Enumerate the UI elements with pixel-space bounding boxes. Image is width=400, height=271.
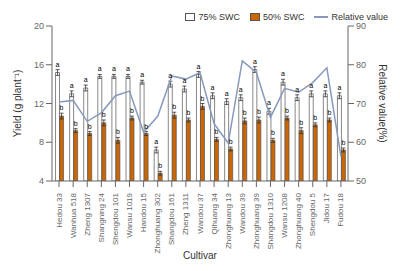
svg-text:a: a	[112, 65, 116, 72]
svg-text:a: a	[182, 77, 186, 84]
svg-text:12: 12	[34, 99, 44, 109]
svg-text:Shengdou 101: Shengdou 101	[111, 192, 120, 245]
svg-text:a: a	[295, 86, 299, 93]
svg-text:a: a	[197, 63, 201, 70]
html-text:75% SWC: 75% SWC	[198, 12, 240, 22]
svg-text:a: a	[211, 84, 215, 91]
svg-text:Handou 15: Handou 15	[139, 192, 148, 232]
svg-text:b: b	[243, 109, 247, 116]
svg-text:Relative value(%): Relative value(%)	[377, 64, 388, 142]
svg-text:Shangning 24: Shangning 24	[97, 192, 106, 242]
svg-text:8: 8	[39, 137, 44, 147]
svg-text:a: a	[84, 76, 88, 83]
svg-text:a: a	[281, 70, 285, 77]
svg-text:b: b	[285, 107, 289, 114]
svg-text:a: a	[70, 82, 74, 89]
svg-text:60: 60	[356, 137, 366, 147]
svg-text:b: b	[299, 119, 303, 126]
svg-text:Zhonghuang 39: Zhonghuang 39	[252, 192, 261, 249]
svg-text:Qihuang 34: Qihuang 34	[210, 192, 219, 234]
svg-text:b: b	[313, 114, 317, 121]
svg-text:b: b	[116, 128, 120, 135]
svg-text:b: b	[201, 95, 205, 102]
svg-text:a: a	[140, 71, 144, 78]
svg-text:Zhonghuang 13: Zhonghuang 13	[224, 192, 233, 249]
svg-text:a: a	[239, 86, 243, 93]
svg-text:Zheng 1311: Zheng 1311	[181, 192, 190, 235]
svg-text:b: b	[341, 139, 345, 146]
svg-text:b: b	[186, 109, 190, 116]
html-text:50% SWC: 50% SWC	[263, 12, 305, 22]
svg-text:Shengdou 5: Shengdou 5	[308, 192, 317, 236]
svg-text:20: 20	[34, 21, 44, 31]
svg-text:80: 80	[356, 60, 366, 70]
svg-text:Wandou 39: Wandou 39	[238, 192, 247, 233]
svg-text:a: a	[225, 90, 229, 97]
svg-text:a: a	[168, 72, 172, 79]
svg-text:a: a	[267, 99, 271, 106]
svg-text:Zheng 1307: Zheng 1307	[83, 192, 92, 235]
svg-text:b: b	[327, 109, 331, 116]
svg-text:a: a	[337, 84, 341, 91]
svg-text:b: b	[130, 107, 134, 114]
svg-text:16: 16	[34, 60, 44, 70]
svg-text:b: b	[158, 162, 162, 169]
svg-text:Shangdou 1310: Shangdou 1310	[266, 192, 275, 249]
svg-text:Zhonghuang 302: Zhonghuang 302	[153, 192, 162, 253]
svg-text:a: a	[154, 138, 158, 145]
svg-text:b: b	[172, 103, 176, 110]
svg-text:a: a	[56, 61, 60, 68]
svg-text:a: a	[309, 82, 313, 89]
svg-text:4: 4	[39, 176, 44, 186]
svg-text:Wandou 37: Wandou 37	[196, 192, 205, 233]
svg-text:90: 90	[356, 21, 366, 31]
html-text:Relative value: Relative value	[331, 12, 388, 22]
svg-text:a: a	[323, 82, 327, 89]
svg-text:70: 70	[356, 99, 366, 109]
svg-text:Cultivar: Cultivar	[183, 250, 218, 261]
svg-text:b: b	[102, 111, 106, 118]
svg-text:Wanhua 518: Wanhua 518	[69, 192, 78, 238]
svg-text:Wansu 1208: Wansu 1208	[280, 192, 289, 237]
svg-text:Fudou 18: Fudou 18	[336, 192, 345, 226]
svg-text:b: b	[271, 129, 275, 136]
svg-text:a: a	[126, 65, 130, 72]
svg-text:Zhonghuang 40: Zhonghuang 40	[294, 192, 303, 249]
svg-text:50: 50	[356, 176, 366, 186]
svg-text:b: b	[60, 104, 64, 111]
svg-text:a: a	[253, 58, 257, 65]
svg-text:b: b	[144, 123, 148, 130]
svg-text:Wansu 1019: Wansu 1019	[125, 192, 134, 237]
svg-text:a: a	[98, 65, 102, 72]
svg-text:Jidou 17: Jidou 17	[322, 192, 331, 223]
svg-text:Shangdou 161: Shangdou 161	[167, 192, 176, 245]
svg-text:Yield (g plant⁻¹): Yield (g plant⁻¹)	[12, 70, 23, 138]
svg-text:b: b	[215, 128, 219, 135]
svg-text:Hedou 33: Hedou 33	[55, 192, 64, 227]
svg-text:b: b	[257, 108, 261, 115]
svg-text:b: b	[229, 138, 233, 145]
svg-text:b: b	[88, 123, 92, 130]
svg-text:b: b	[74, 120, 78, 127]
